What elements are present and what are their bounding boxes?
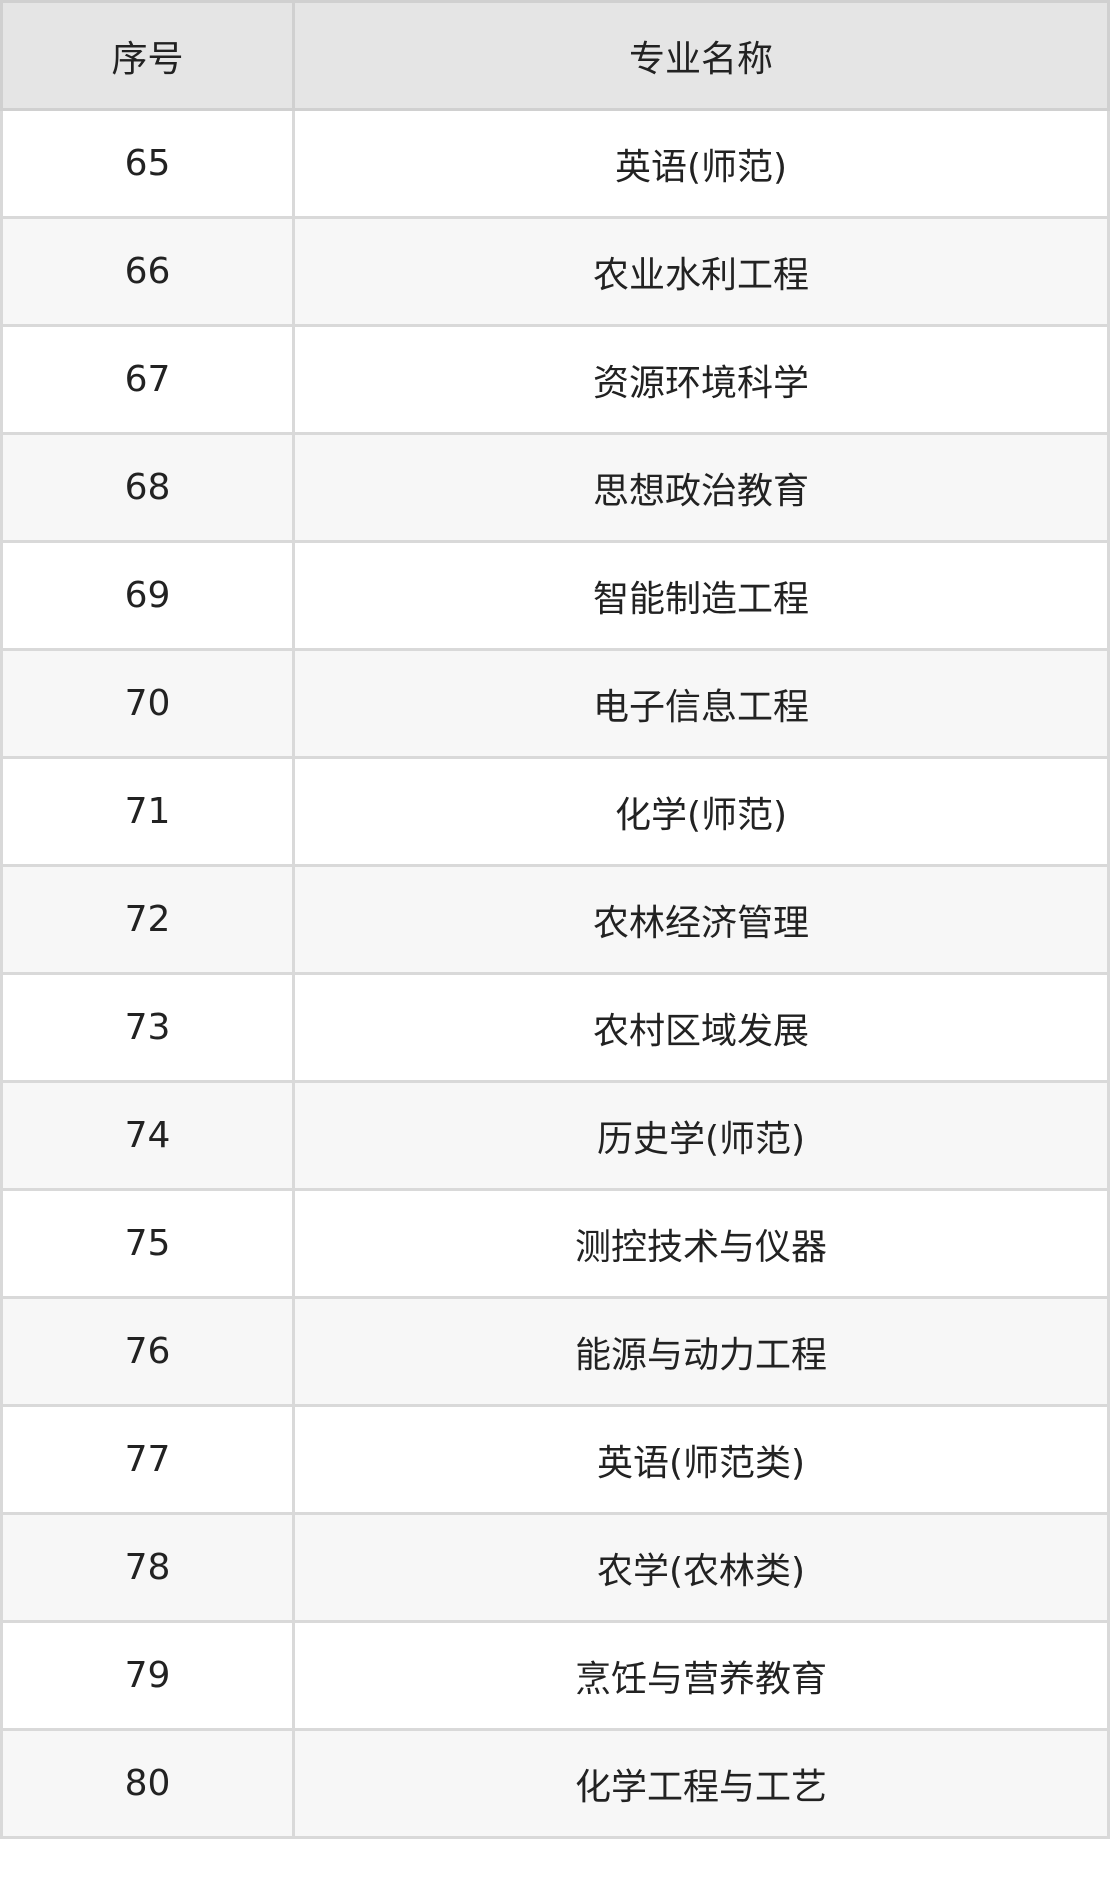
index-cell: 73 (0, 972, 295, 1083)
index-cell: 67 (0, 324, 295, 435)
table-row: 71 化学(师范) (0, 756, 1110, 867)
major-name-cell: 资源环境科学 (292, 324, 1110, 435)
index-cell: 65 (0, 108, 295, 219)
table-row: 74 历史学(师范) (0, 1080, 1110, 1191)
index-cell: 79 (0, 1620, 295, 1731)
index-cell: 69 (0, 540, 295, 651)
table-row: 75 测控技术与仪器 (0, 1188, 1110, 1299)
table-row: 68 思想政治教育 (0, 432, 1110, 543)
major-name-cell: 能源与动力工程 (292, 1296, 1110, 1407)
major-name-cell: 化学工程与工艺 (292, 1728, 1110, 1839)
major-name-cell: 英语(师范) (292, 108, 1110, 219)
table-row: 69 智能制造工程 (0, 540, 1110, 651)
major-name-cell: 历史学(师范) (292, 1080, 1110, 1191)
major-name-cell: 农学(农林类) (292, 1512, 1110, 1623)
table-row: 76 能源与动力工程 (0, 1296, 1110, 1407)
major-name-cell: 化学(师范) (292, 756, 1110, 867)
table-row: 78 农学(农林类) (0, 1512, 1110, 1623)
table-header-row: 序号 专业名称 (0, 0, 1110, 111)
major-name-cell: 电子信息工程 (292, 648, 1110, 759)
major-name-cell: 智能制造工程 (292, 540, 1110, 651)
index-cell: 71 (0, 756, 295, 867)
major-name-cell: 农村区域发展 (292, 972, 1110, 1083)
index-cell: 75 (0, 1188, 295, 1299)
table-row: 70 电子信息工程 (0, 648, 1110, 759)
table-row: 77 英语(师范类) (0, 1404, 1110, 1515)
index-cell: 70 (0, 648, 295, 759)
major-name-cell: 思想政治教育 (292, 432, 1110, 543)
major-name-cell: 烹饪与营养教育 (292, 1620, 1110, 1731)
major-name-cell: 英语(师范类) (292, 1404, 1110, 1515)
header-index: 序号 (0, 0, 295, 111)
table-row: 80 化学工程与工艺 (0, 1728, 1110, 1839)
table-row: 66 农业水利工程 (0, 216, 1110, 327)
table-row: 65 英语(师范) (0, 108, 1110, 219)
index-cell: 72 (0, 864, 295, 975)
header-major-name: 专业名称 (292, 0, 1110, 111)
index-cell: 77 (0, 1404, 295, 1515)
major-name-cell: 农林经济管理 (292, 864, 1110, 975)
index-cell: 68 (0, 432, 295, 543)
major-name-cell: 农业水利工程 (292, 216, 1110, 327)
table-row: 79 烹饪与营养教育 (0, 1620, 1110, 1731)
table-row: 73 农村区域发展 (0, 972, 1110, 1083)
index-cell: 66 (0, 216, 295, 327)
table-row: 67 资源环境科学 (0, 324, 1110, 435)
index-cell: 78 (0, 1512, 295, 1623)
index-cell: 74 (0, 1080, 295, 1191)
index-cell: 76 (0, 1296, 295, 1407)
majors-table: 序号 专业名称 65 英语(师范) 66 农业水利工程 67 资源环境科学 68 思想政治教育… (0, 0, 1110, 1839)
index-cell: 80 (0, 1728, 295, 1839)
major-name-cell: 测控技术与仪器 (292, 1188, 1110, 1299)
table-row: 72 农林经济管理 (0, 864, 1110, 975)
